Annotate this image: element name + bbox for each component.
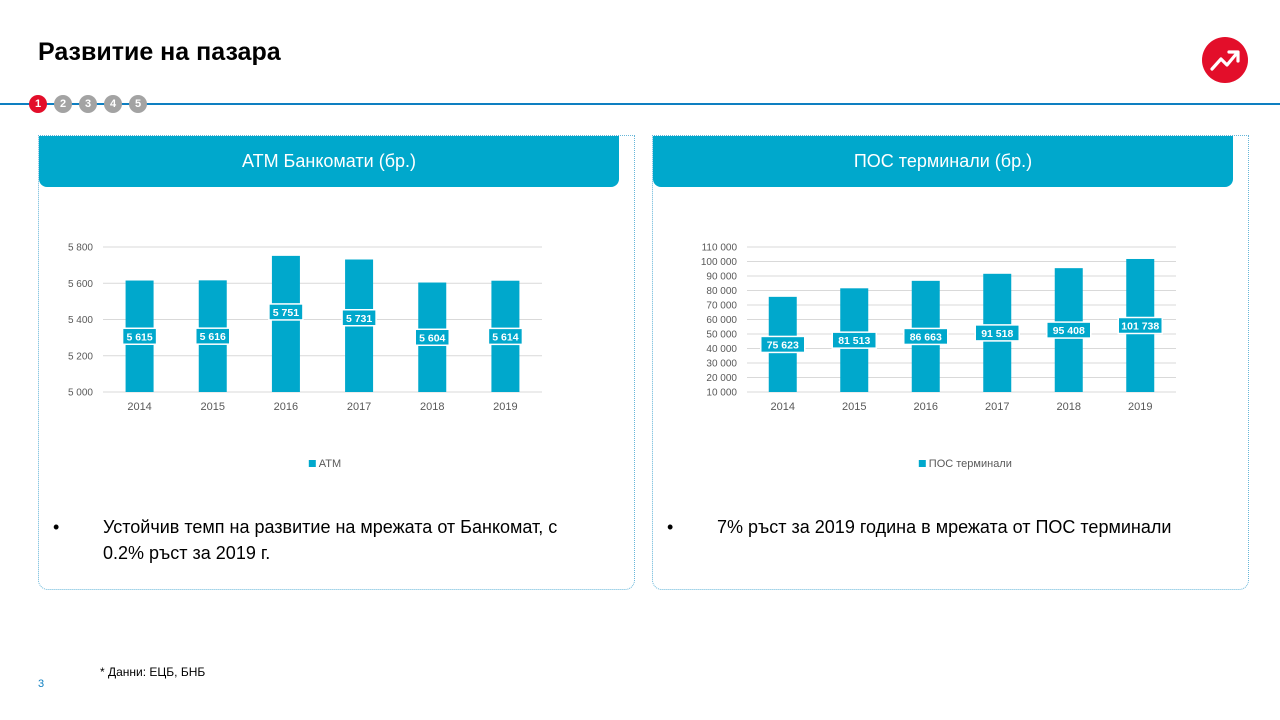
y-tick-label: 5 800 — [68, 243, 93, 254]
step-4[interactable]: 4 — [104, 95, 122, 113]
page-number: 3 — [38, 678, 45, 690]
pos-chart: 10 000 20 000 30 000 40 000 50 000 60 000 70 0… — [701, 243, 1176, 470]
pos-bullet: • 7% ръст за 2019 година в мрежата от ПО… — [667, 514, 1207, 540]
y-tick-label: 40 000 — [706, 344, 737, 355]
data-label-box — [341, 309, 377, 327]
y-tick-label: 20 000 — [706, 373, 737, 384]
data-label: 5 614 — [492, 331, 518, 343]
y-tick-label: 90 000 — [706, 272, 737, 283]
pos-panel-header: ПОС терминали (бр.) — [653, 136, 1233, 187]
data-label: 5 751 — [273, 307, 299, 319]
pos-panel: ПОС терминали (бр.) 10 000 20 000 30 000 40… — [652, 135, 1249, 590]
y-tick-label: 5 400 — [68, 315, 93, 326]
data-label-box — [760, 335, 806, 354]
atm-chart: 5 000 5 200 5 400 5 600 5 800 2014 5 615 2015 5 … — [68, 243, 542, 470]
data-label-box — [414, 328, 450, 347]
data-label-box — [903, 327, 949, 346]
atm-panel-header: АТМ Банкомати (бр.) — [39, 136, 619, 187]
data-label-box — [974, 324, 1020, 342]
data-label-box — [1046, 321, 1092, 339]
y-tick-label: 80 000 — [706, 286, 737, 297]
legend-swatch — [918, 460, 926, 467]
y-tick-label: 100 000 — [701, 257, 738, 268]
x-tick-label: 2016 — [914, 401, 938, 413]
footnote: * Данни: ЕЦБ, БНБ — [100, 665, 206, 679]
atm-panel: АТМ Банкомати (бр.) 5 000 5 200 5 400 5 600… — [38, 135, 635, 590]
x-tick-label: 2017 — [347, 401, 371, 413]
y-tick-label: 5 600 — [68, 279, 93, 290]
y-tick-label: 10 000 — [706, 388, 737, 399]
data-label: 95 408 — [1053, 325, 1085, 337]
legend-swatch — [308, 460, 316, 467]
x-tick-label: 2017 — [985, 401, 1009, 413]
data-label: 5 615 — [126, 331, 152, 343]
data-label: 81 513 — [838, 335, 870, 347]
atm-bullet: • Устойчив темп на развитие на мрежата о… — [53, 514, 593, 566]
header-divider — [0, 103, 1280, 105]
x-tick-label: 2015 — [201, 401, 225, 413]
bullet-dot: • — [667, 517, 674, 537]
x-tick-label: 2018 — [420, 401, 444, 413]
data-label-box — [195, 327, 231, 345]
data-label-box — [121, 327, 158, 346]
step-1[interactable]: 1 — [29, 95, 47, 113]
y-tick-label: 5 000 — [68, 388, 93, 399]
step-2[interactable]: 2 — [54, 95, 72, 113]
data-label: 5 616 — [200, 331, 226, 343]
x-tick-label: 2019 — [1128, 401, 1152, 413]
y-tick-label: 30 000 — [706, 359, 737, 370]
step-3[interactable]: 3 — [79, 95, 97, 113]
x-tick-label: 2014 — [771, 401, 795, 413]
data-label: 91 518 — [981, 328, 1013, 340]
legend-label: АТМ — [319, 458, 341, 470]
data-label-box — [268, 303, 304, 321]
data-label: 75 623 — [767, 339, 799, 351]
trend-up-arrow-icon — [1202, 37, 1248, 83]
step-5[interactable]: 5 — [129, 95, 147, 113]
data-label-box — [1117, 316, 1163, 335]
y-tick-label: 50 000 — [706, 330, 737, 341]
data-label: 5 731 — [346, 313, 372, 325]
bar — [271, 255, 300, 392]
y-tick-label: 110 000 — [702, 243, 738, 254]
step-indicator: 1 2 3 4 5 — [29, 95, 147, 113]
x-tick-label: 2015 — [842, 401, 866, 413]
page-title: Развитие на пазара — [38, 38, 281, 66]
y-tick-label: 5 200 — [68, 351, 93, 362]
bullet-dot: • — [53, 517, 60, 537]
legend-label: ПОС терминали — [929, 458, 1012, 470]
x-tick-label: 2019 — [493, 401, 517, 413]
data-label-box — [831, 331, 877, 349]
x-tick-label: 2018 — [1057, 401, 1081, 413]
y-tick-label: 60 000 — [706, 315, 737, 326]
y-tick-label: 70 000 — [706, 301, 737, 312]
atm-bullet-text: Устойчив темп на развитие на мрежата от … — [103, 517, 558, 563]
data-label: 5 604 — [419, 332, 445, 344]
data-label: 86 663 — [910, 331, 942, 343]
x-tick-label: 2014 — [127, 401, 151, 413]
pos-bullet-text: 7% ръст за 2019 година в мрежата от ПОС … — [717, 517, 1172, 537]
data-label: 101 738 — [1121, 320, 1159, 332]
data-label-box — [487, 327, 524, 346]
x-tick-label: 2016 — [274, 401, 298, 413]
